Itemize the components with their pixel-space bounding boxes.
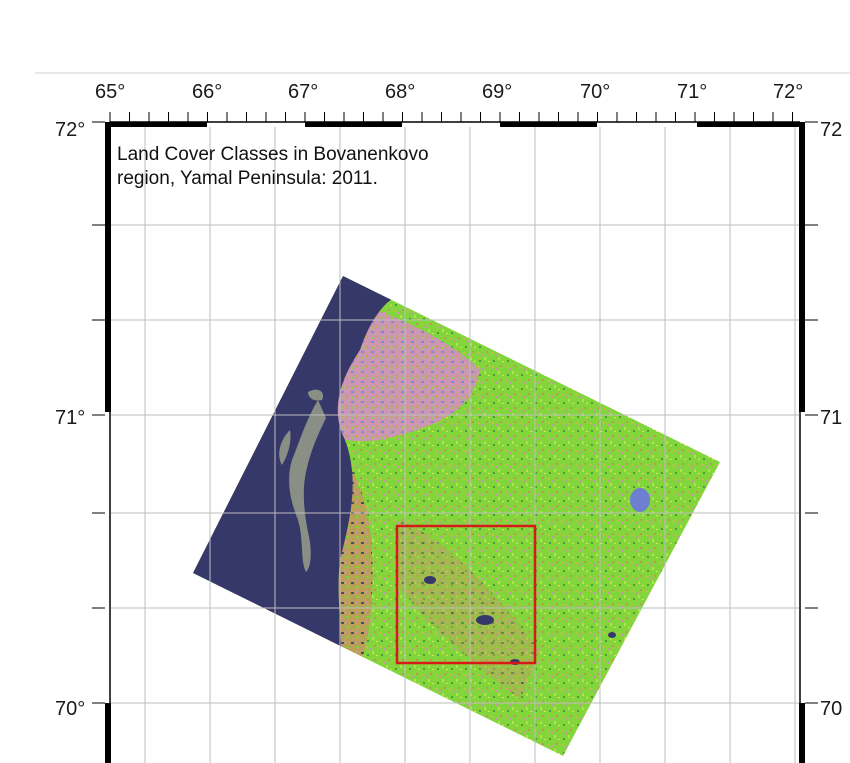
lon-label-65: 65° [95,81,125,103]
land-cover-scene [193,276,720,756]
latitude-labels: 72° 71° 70° 72 71 70 [55,119,842,720]
lat-label-left-71: 71° [55,407,85,429]
lon-label-71: 71° [677,81,707,103]
title-line-2: region, Yamal Peninsula: 2011. [117,168,378,189]
study-area-box [395,524,537,665]
lon-label-70: 70° [580,81,610,103]
island [289,400,326,572]
lake [630,488,650,512]
tick-marks [92,112,818,704]
lat-label-right-70: 70 [820,698,842,720]
lon-label-72: 72° [773,81,803,103]
lat-label-left-72: 72° [55,119,85,141]
lat-label-left-70: 70° [55,698,85,720]
graticule [111,127,799,763]
lat-label-right-71: 71 [820,407,842,429]
longitude-labels: 65° 66° 67° 68° 69° 70° 71° 72° [95,81,803,103]
lon-label-68: 68° [385,81,415,103]
lat-label-right-72: 72 [820,119,842,141]
map-frame [105,121,805,763]
map-title: Land Cover Classes in Bovanenkovo region… [117,144,429,189]
lon-label-69: 69° [482,81,512,103]
title-line-1: Land Cover Classes in Bovanenkovo [117,144,429,165]
lon-label-67: 67° [288,81,318,103]
lon-label-66: 66° [192,81,222,103]
